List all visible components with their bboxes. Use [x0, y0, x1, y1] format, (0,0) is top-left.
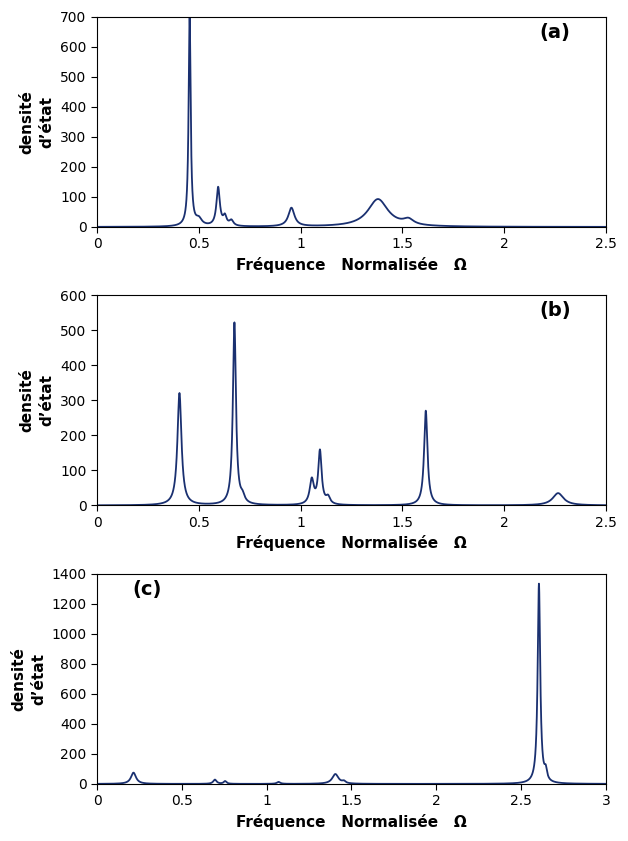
Y-axis label: densité
d’état: densité d’état: [20, 368, 55, 432]
Y-axis label: densité
d’état: densité d’état: [11, 647, 46, 711]
Text: (b): (b): [540, 301, 571, 320]
Y-axis label: densité
d’état: densité d’état: [20, 90, 55, 154]
X-axis label: Fréquence   Normalisée   Ω: Fréquence Normalisée Ω: [236, 814, 467, 830]
Text: (c): (c): [133, 580, 162, 599]
X-axis label: Fréquence   Normalisée   Ω: Fréquence Normalisée Ω: [236, 257, 467, 273]
Text: (a): (a): [540, 23, 571, 42]
X-axis label: Fréquence   Normalisée   Ω: Fréquence Normalisée Ω: [236, 536, 467, 552]
